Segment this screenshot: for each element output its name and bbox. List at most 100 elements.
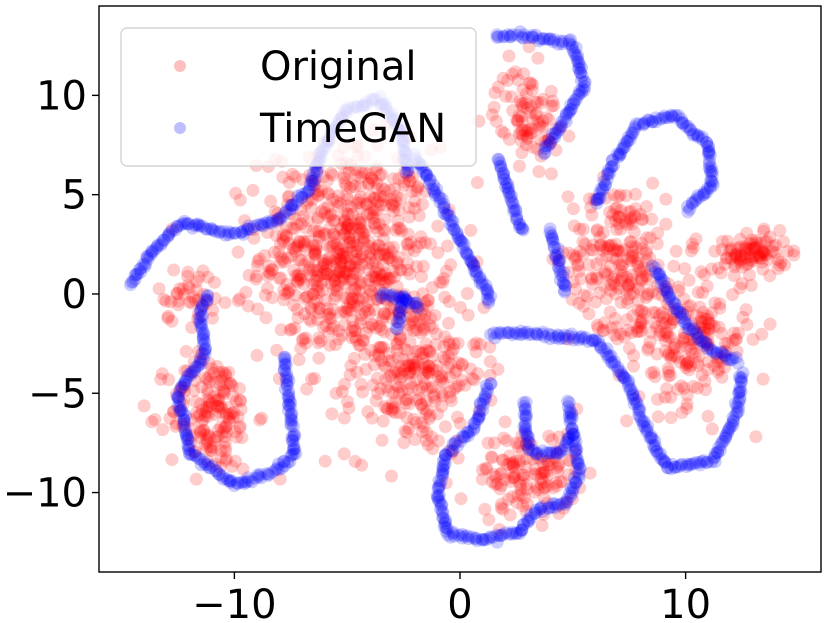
data-point-original — [217, 383, 231, 397]
data-point-original — [733, 281, 747, 295]
data-point-original — [534, 149, 548, 163]
data-point-original — [412, 344, 426, 358]
data-point-timegan — [218, 228, 232, 242]
data-point-original — [445, 446, 458, 460]
data-point-original — [170, 417, 183, 431]
data-point-original — [447, 337, 461, 351]
data-point-original — [730, 344, 744, 358]
data-point-original — [665, 349, 679, 363]
data-point-original — [518, 123, 531, 137]
data-point-original — [344, 257, 357, 271]
data-point-original — [546, 252, 560, 266]
data-point-original — [503, 457, 517, 470]
data-point-original — [187, 365, 201, 379]
data-point-original — [488, 477, 502, 491]
data-point-original — [301, 214, 315, 228]
data-point-original — [655, 289, 669, 303]
data-point-timegan — [194, 357, 208, 370]
data-point-original — [400, 237, 414, 251]
data-point-original — [520, 452, 533, 466]
data-point-original — [529, 95, 542, 109]
data-point-original — [373, 266, 387, 280]
data-point-original — [328, 273, 342, 287]
data-point-original — [405, 185, 419, 198]
data-point-original — [414, 326, 428, 340]
data-point-original — [497, 431, 511, 445]
data-point-original — [337, 305, 351, 319]
data-point-original — [366, 209, 380, 223]
data-point-timegan — [193, 304, 207, 318]
data-point-original — [312, 285, 326, 299]
data-point-original — [343, 259, 357, 273]
data-point-original — [182, 281, 196, 295]
data-point-original — [148, 413, 162, 426]
data-point-original — [211, 399, 225, 413]
data-point-original — [733, 232, 747, 246]
data-point-timegan — [182, 368, 196, 382]
data-point-original — [169, 387, 183, 401]
data-point-original — [321, 187, 335, 201]
data-point-original — [641, 288, 655, 302]
data-point-original — [324, 208, 338, 221]
data-point-original — [525, 83, 539, 97]
data-point-original — [208, 457, 222, 471]
data-point-original — [625, 268, 639, 282]
data-point-original — [514, 478, 527, 492]
data-point-original — [300, 197, 314, 210]
data-point-original — [438, 353, 452, 367]
data-point-original — [542, 458, 556, 472]
data-point-original — [511, 73, 525, 87]
data-point-original — [231, 410, 245, 424]
data-point-original — [387, 401, 401, 415]
data-point-original — [701, 309, 715, 323]
data-point-original — [197, 423, 211, 437]
data-point-original — [311, 313, 325, 327]
data-point-original — [354, 275, 368, 289]
data-point-original — [367, 270, 381, 284]
data-point-original — [350, 196, 364, 210]
data-point-original — [328, 214, 342, 228]
data-point-original — [333, 260, 347, 274]
data-point-original — [406, 359, 420, 372]
data-point-original — [188, 293, 202, 307]
data-point-original — [403, 364, 417, 378]
data-point-original — [300, 382, 314, 396]
data-point-original — [176, 417, 190, 431]
data-point-original — [402, 359, 416, 373]
data-point-original — [369, 270, 383, 284]
data-point-original — [351, 299, 365, 313]
data-point-original — [639, 254, 653, 267]
data-point-original — [348, 180, 362, 194]
data-point-original — [194, 424, 208, 438]
data-point-original — [516, 83, 530, 97]
data-point-original — [346, 320, 360, 334]
data-point-original — [280, 278, 294, 291]
data-point-original — [753, 248, 767, 262]
data-point-original — [728, 248, 742, 262]
data-point-original — [181, 265, 195, 279]
data-point-original — [711, 365, 725, 379]
data-point-timegan — [125, 275, 138, 289]
data-point-original — [648, 316, 661, 330]
data-point-original — [329, 230, 343, 244]
data-point-original — [525, 438, 539, 452]
data-point-original — [599, 191, 613, 205]
data-point-timegan — [124, 278, 138, 292]
data-point-original — [693, 337, 706, 351]
data-point-original — [308, 178, 322, 192]
data-point-original — [606, 208, 620, 222]
data-point-original — [437, 340, 451, 354]
data-point-original — [425, 362, 439, 376]
data-point-original — [686, 346, 699, 360]
data-point-timegan — [178, 214, 191, 228]
data-point-original — [757, 222, 771, 236]
data-point-original — [310, 264, 323, 278]
data-point-original — [231, 245, 245, 259]
data-point-timegan — [196, 331, 210, 345]
data-point-original — [323, 221, 337, 235]
data-point-original — [728, 257, 742, 271]
data-point-timegan — [196, 338, 210, 352]
data-point-original — [697, 268, 711, 282]
data-point-original — [542, 131, 556, 145]
data-point-original — [398, 175, 411, 189]
